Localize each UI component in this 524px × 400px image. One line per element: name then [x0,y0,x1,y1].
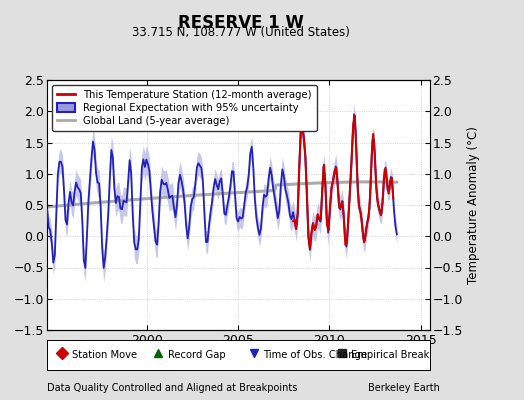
Legend: This Temperature Station (12-month average), Regional Expectation with 95% uncer: This Temperature Station (12-month avera… [52,85,316,131]
Text: 33.715 N, 108.777 W (United States): 33.715 N, 108.777 W (United States) [132,26,350,39]
Text: RESERVE 1 W: RESERVE 1 W [178,14,304,32]
Text: Time of Obs. Change: Time of Obs. Change [263,350,367,360]
Text: Berkeley Earth: Berkeley Earth [368,383,440,393]
Text: Station Move: Station Move [72,350,137,360]
Text: Empirical Break: Empirical Break [351,350,430,360]
Y-axis label: Temperature Anomaly (°C): Temperature Anomaly (°C) [467,126,480,284]
Text: Record Gap: Record Gap [168,350,225,360]
Text: Data Quality Controlled and Aligned at Breakpoints: Data Quality Controlled and Aligned at B… [47,383,298,393]
